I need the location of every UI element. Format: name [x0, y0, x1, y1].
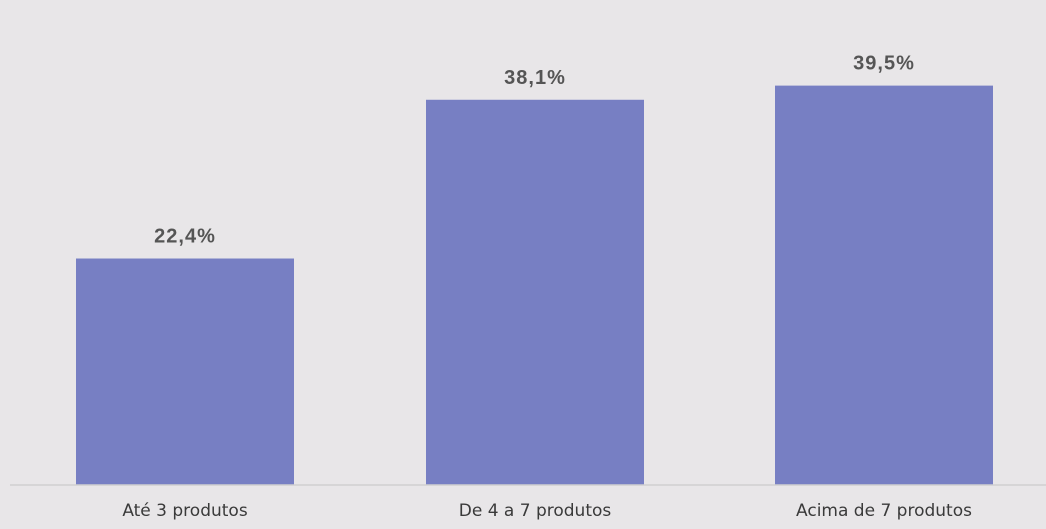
bar-2 — [426, 99, 644, 486]
data-label-3: 39,5% — [853, 53, 915, 75]
category-label-1: Até 3 produtos — [122, 501, 248, 521]
value-label-group: 22,4% 38,1% 39,5% — [154, 53, 915, 248]
bar-group — [76, 85, 993, 486]
category-label-3: Acima de 7 produtos — [796, 501, 972, 521]
bar-3 — [775, 85, 993, 485]
data-label-2: 38,1% — [504, 67, 566, 89]
category-label-group: Até 3 produtos De 4 a 7 produtos Acima de … — [122, 501, 972, 521]
category-label-2: De 4 a 7 produtos — [459, 501, 612, 521]
bar-1 — [76, 258, 294, 485]
data-label-1: 22,4% — [154, 226, 216, 248]
